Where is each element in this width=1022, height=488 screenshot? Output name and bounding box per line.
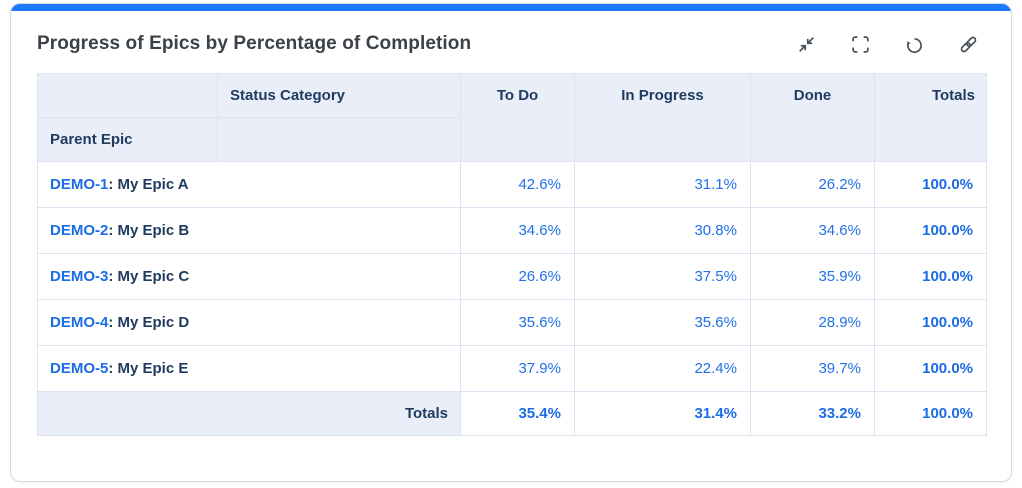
epic-name: : My Epic B bbox=[108, 222, 190, 239]
gadget-card: Progress of Epics by Percentage of Compl… bbox=[10, 3, 1012, 482]
epic-key-link[interactable]: DEMO-4 bbox=[50, 314, 109, 331]
done-value: 35.9% bbox=[750, 253, 875, 300]
epic-label-cell: DEMO-3: My Epic C bbox=[37, 253, 461, 300]
to-do-value: 34.6% bbox=[460, 207, 575, 254]
in-progress-value: 30.8% bbox=[574, 207, 751, 254]
to-do-value: 37.9% bbox=[460, 345, 575, 392]
gadget-header: Progress of Epics by Percentage of Compl… bbox=[11, 11, 1011, 73]
row-group-header: Parent Epic bbox=[37, 117, 218, 162]
header-row-parent-epic: Parent Epic bbox=[37, 117, 987, 162]
row-total-value: 100.0% bbox=[874, 253, 987, 300]
collapse-icon bbox=[799, 36, 814, 52]
totals-grand-total-value: 100.0% bbox=[874, 391, 987, 436]
table-row: DEMO-3: My Epic C 26.6% 37.5% 35.9% 100.… bbox=[37, 253, 987, 300]
column-group-header: Status Category bbox=[217, 73, 461, 118]
gadget-actions bbox=[796, 34, 985, 55]
table-row: DEMO-4: My Epic D 35.6% 35.6% 28.9% 100.… bbox=[37, 299, 987, 346]
refresh-button[interactable] bbox=[904, 34, 925, 55]
table-row: DEMO-5: My Epic E 37.9% 22.4% 39.7% 100.… bbox=[37, 345, 987, 392]
fullscreen-button[interactable] bbox=[850, 34, 871, 55]
in-progress-value: 31.1% bbox=[574, 161, 751, 208]
totals-row: Totals 35.4% 31.4% 33.2% 100.0% bbox=[37, 391, 987, 436]
epic-name: : My Epic E bbox=[108, 360, 189, 377]
gadget-title: Progress of Epics by Percentage of Compl… bbox=[37, 33, 472, 54]
row-total-value: 100.0% bbox=[874, 161, 987, 208]
empty-header-cell bbox=[217, 117, 461, 162]
epic-key-link[interactable]: DEMO-3 bbox=[50, 268, 109, 285]
epic-key-link[interactable]: DEMO-1 bbox=[50, 176, 109, 193]
totals-in-progress-value: 31.4% bbox=[574, 391, 751, 436]
totals-row-label: Totals bbox=[37, 391, 461, 436]
to-do-value: 35.6% bbox=[460, 299, 575, 346]
column-header-in-progress: In Progress bbox=[574, 73, 751, 162]
column-header-done: Done bbox=[750, 73, 875, 162]
totals-to-do-value: 35.4% bbox=[460, 391, 575, 436]
card-accent-stripe bbox=[11, 4, 1011, 11]
in-progress-value: 22.4% bbox=[574, 345, 751, 392]
table-row: DEMO-2: My Epic B 34.6% 30.8% 34.6% 100.… bbox=[37, 207, 987, 254]
totals-done-value: 33.2% bbox=[750, 391, 875, 436]
epic-key-link[interactable]: DEMO-5 bbox=[50, 360, 109, 377]
table-row: DEMO-1: My Epic A 42.6% 31.1% 26.2% 100.… bbox=[37, 161, 987, 208]
epic-progress-table: Status Category To Do In Progress Done T… bbox=[37, 73, 987, 436]
fullscreen-icon bbox=[852, 35, 869, 53]
in-progress-value: 35.6% bbox=[574, 299, 751, 346]
epic-key-link[interactable]: DEMO-2 bbox=[50, 222, 109, 239]
epic-label-cell: DEMO-1: My Epic A bbox=[37, 161, 461, 208]
epic-name: : My Epic D bbox=[108, 314, 190, 331]
epic-name: : My Epic A bbox=[108, 176, 189, 193]
header-row-status-category: Status Category To Do In Progress Done T… bbox=[37, 73, 987, 162]
done-value: 34.6% bbox=[750, 207, 875, 254]
column-header-totals: Totals bbox=[874, 73, 987, 162]
row-total-value: 100.0% bbox=[874, 345, 987, 392]
done-value: 28.9% bbox=[750, 299, 875, 346]
collapse-button[interactable] bbox=[796, 34, 817, 55]
row-total-value: 100.0% bbox=[874, 299, 987, 346]
epic-label-cell: DEMO-5: My Epic E bbox=[37, 345, 461, 392]
epic-label-cell: DEMO-2: My Epic B bbox=[37, 207, 461, 254]
link-icon bbox=[960, 36, 977, 52]
in-progress-value: 37.5% bbox=[574, 253, 751, 300]
refresh-icon bbox=[907, 37, 922, 53]
corner-cell bbox=[37, 73, 218, 118]
done-value: 26.2% bbox=[750, 161, 875, 208]
row-total-value: 100.0% bbox=[874, 207, 987, 254]
done-value: 39.7% bbox=[750, 345, 875, 392]
to-do-value: 42.6% bbox=[460, 161, 575, 208]
epic-name: : My Epic C bbox=[108, 268, 190, 285]
epic-label-cell: DEMO-4: My Epic D bbox=[37, 299, 461, 346]
column-header-to-do: To Do bbox=[460, 73, 575, 162]
to-do-value: 26.6% bbox=[460, 253, 575, 300]
copy-link-button[interactable] bbox=[958, 34, 979, 55]
